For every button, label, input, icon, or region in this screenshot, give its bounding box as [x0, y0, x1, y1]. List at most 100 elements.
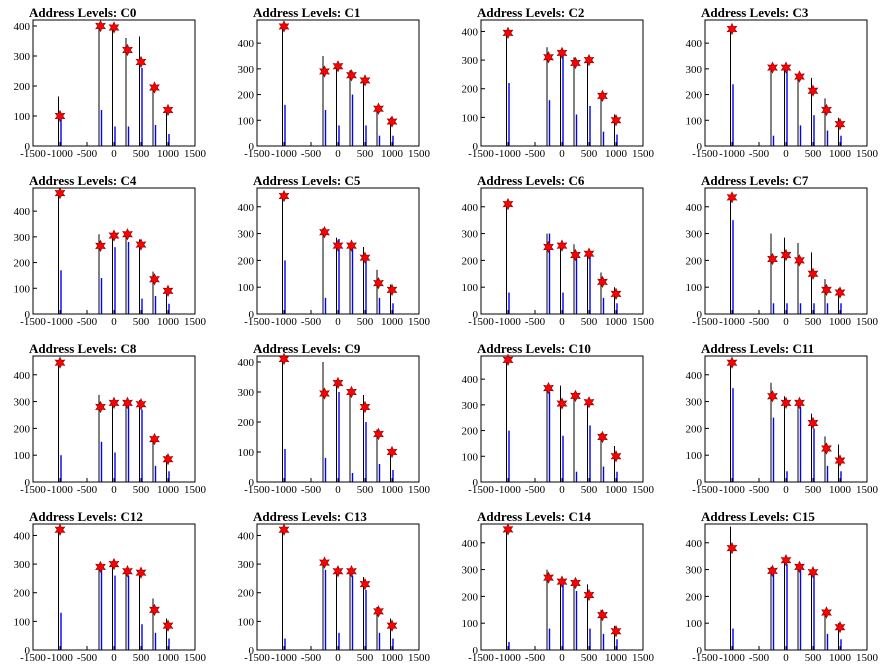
y-tick-label: 0	[473, 141, 479, 153]
star-marker	[502, 26, 514, 40]
x-tick-label: -1500	[468, 484, 494, 496]
x-tick-label: -1500	[468, 652, 494, 664]
x-tick-label: 1500	[408, 652, 431, 664]
star-marker	[149, 273, 160, 286]
y-tick-label: 0	[25, 141, 31, 153]
star-marker	[570, 389, 581, 403]
x-tick-label: 1500	[184, 316, 207, 328]
y-tick-label: 400	[462, 202, 479, 214]
x-tick-label: -1500	[244, 148, 270, 160]
x-tick-label: -500	[77, 148, 98, 160]
y-tick-label: 300	[462, 55, 479, 67]
star-marker	[556, 575, 568, 588]
star-marker	[502, 523, 514, 536]
star-marker	[359, 400, 371, 414]
x-tick-label: -500	[301, 316, 322, 328]
x-tick-label: 1000	[829, 652, 852, 664]
y-tick-label: 200	[14, 423, 31, 435]
panel-c14: Address Levels: C14 -1500 -1000 -500 0 500 100…	[462, 509, 655, 664]
star-marker	[767, 389, 778, 403]
y-tick-label: 300	[238, 559, 255, 571]
plot-frame	[704, 523, 868, 651]
x-tick-label: 1000	[157, 484, 180, 496]
star-marker	[386, 283, 398, 297]
panel-title: Address Levels: C15	[701, 509, 815, 524]
x-tick-label: -1000	[47, 148, 73, 160]
star-marker	[794, 70, 805, 83]
y-tick-label: 300	[14, 51, 31, 63]
star-marker	[346, 385, 357, 399]
x-tick-label: 0	[111, 652, 117, 664]
x-tick-label: 1000	[829, 316, 852, 328]
x-tick-label: -1000	[47, 484, 73, 496]
star-marker	[502, 353, 514, 367]
x-tick-label: -1000	[495, 148, 521, 160]
x-tick-label: -1000	[271, 484, 297, 496]
y-tick-label: 300	[238, 64, 255, 76]
star-marker	[780, 248, 792, 262]
x-tick-label: 1500	[632, 148, 655, 160]
y-tick-label: 400	[686, 202, 703, 214]
x-tick-label: 500	[805, 652, 822, 664]
star-marker	[122, 396, 133, 410]
x-tick-label: -1500	[692, 484, 718, 496]
panel-c2: Address Levels: C2-1500 -1000 -500 0 500 1000…	[462, 5, 655, 160]
x-tick-label: -500	[749, 148, 770, 160]
x-tick-label: -1000	[719, 652, 745, 664]
y-tick-label: 400	[14, 370, 31, 382]
x-tick-label: -500	[749, 484, 770, 496]
y-tick-label: 400	[686, 370, 703, 382]
y-tick-label: 300	[462, 229, 479, 241]
x-tick-label: 500	[357, 316, 374, 328]
y-tick-label: 400	[686, 38, 703, 50]
panel-c0: Address Levels: C0-1500 -1000 -500 0 500 1000…	[14, 5, 207, 160]
x-tick-label: 0	[559, 316, 565, 328]
star-marker	[149, 432, 160, 446]
star-marker	[834, 454, 846, 467]
star-marker	[570, 248, 581, 262]
star-marker	[570, 56, 581, 70]
star-marker	[122, 228, 133, 241]
panel-title: Address Levels: C9	[253, 341, 361, 356]
star-marker	[278, 20, 290, 33]
panel-c12: Address Levels: C12 -1500 -1000 -500 0 500 100…	[14, 509, 207, 664]
star-marker	[135, 55, 147, 69]
star-marker	[610, 450, 622, 463]
plot-frame	[32, 19, 196, 147]
star-marker	[597, 89, 608, 103]
x-tick-label: -1000	[47, 652, 73, 664]
x-tick-label: -1500	[692, 316, 718, 328]
y-tick-label: 400	[238, 202, 255, 214]
x-tick-label: 0	[783, 484, 789, 496]
x-tick-label: -1000	[271, 316, 297, 328]
y-tick-label: 0	[25, 477, 31, 489]
x-tick-label: -500	[301, 484, 322, 496]
y-tick-label: 400	[238, 530, 255, 542]
x-tick-label: 0	[111, 316, 117, 328]
star-marker	[556, 46, 568, 60]
x-tick-label: -1500	[244, 316, 270, 328]
star-marker	[359, 577, 371, 591]
x-tick-label: 1500	[856, 148, 879, 160]
panel-title: Address Levels: C14	[477, 509, 591, 524]
star-marker	[278, 352, 290, 366]
y-tick-label: 200	[686, 423, 703, 435]
star-marker	[162, 103, 174, 117]
panel-c6: Address Levels: C6-1500 -1000 -500 0 500 1000…	[462, 173, 655, 328]
x-tick-label: -500	[77, 316, 98, 328]
x-tick-label: 500	[581, 652, 598, 664]
y-tick-label: 400	[462, 374, 479, 386]
y-tick-label: 100	[462, 282, 479, 294]
star-marker	[821, 606, 832, 619]
x-tick-label: 1000	[381, 148, 404, 160]
x-tick-label: -1500	[468, 316, 494, 328]
panel-title: Address Levels: C3	[701, 5, 809, 20]
y-tick-label: 100	[686, 282, 703, 294]
panel-title: Address Levels: C2	[477, 5, 584, 20]
x-tick-label: 1500	[184, 148, 207, 160]
star-marker	[726, 541, 738, 555]
star-marker	[346, 239, 357, 252]
star-marker	[834, 117, 846, 131]
x-tick-label: 1000	[605, 148, 628, 160]
x-tick-label: -1000	[47, 316, 73, 328]
